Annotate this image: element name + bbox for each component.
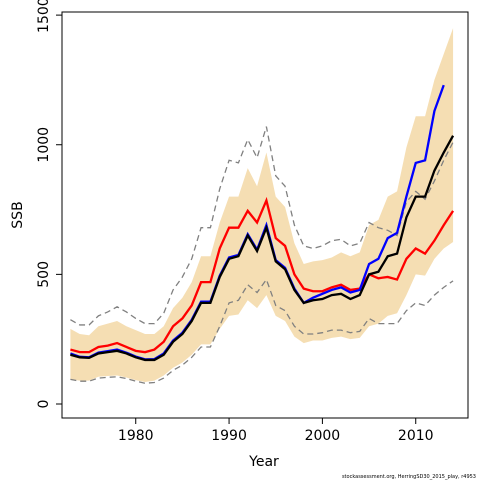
y-tick-label: 1500 xyxy=(36,0,52,33)
y-tick-label: 1000 xyxy=(36,127,52,163)
y-tick-label: 0 xyxy=(36,400,52,409)
series-line xyxy=(70,196,455,354)
confidence-band xyxy=(70,28,454,382)
x-tick-label: 2000 xyxy=(305,428,341,444)
x-tick-label: 2010 xyxy=(398,428,434,444)
x-axis-label: Year xyxy=(248,454,279,470)
interval-line xyxy=(70,126,454,326)
y-tick-label: 500 xyxy=(36,261,52,288)
y-axis-label: SSB xyxy=(10,201,26,228)
interval-line xyxy=(70,278,454,384)
x-tick-label: 1990 xyxy=(211,428,247,444)
series-line xyxy=(70,135,455,362)
x-tick-label: 1980 xyxy=(118,428,154,444)
footer: stockassessment.org, HerringSD30_2015_pl… xyxy=(342,474,476,480)
plot-frame xyxy=(61,11,469,419)
